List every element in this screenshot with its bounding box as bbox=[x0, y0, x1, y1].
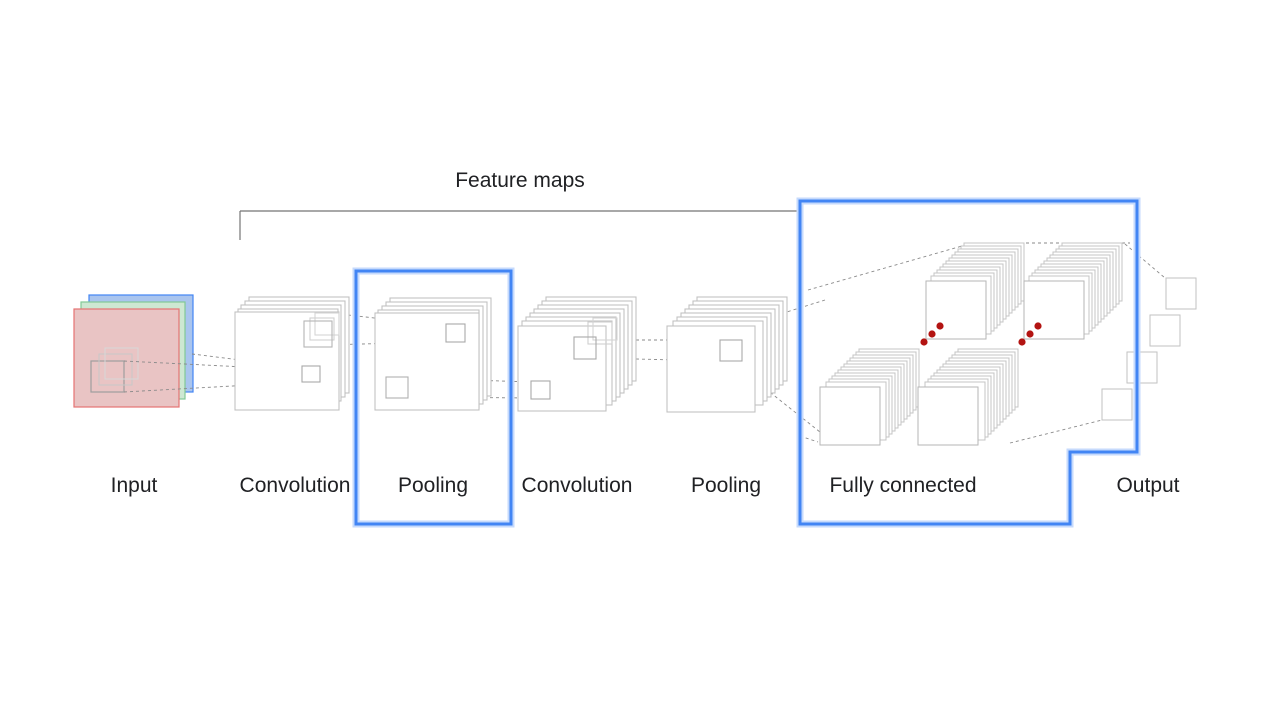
stage-label-pooling-2: Pooling bbox=[690, 474, 762, 497]
input-receptive-field bbox=[90, 360, 125, 393]
ellipsis-dot bbox=[928, 330, 936, 338]
feature-maps-bracket bbox=[239, 210, 800, 240]
fully-connected-highlight-box bbox=[796, 197, 1141, 528]
output-node bbox=[1101, 388, 1133, 421]
output-node bbox=[1126, 351, 1158, 384]
neuron-ellipsis-dots bbox=[920, 322, 1042, 346]
stage-label-input: Input bbox=[110, 474, 158, 497]
pooling-2-feature-maps bbox=[666, 296, 788, 413]
ellipsis-dot bbox=[1018, 338, 1026, 346]
output-nodes bbox=[1101, 277, 1197, 421]
output-node bbox=[1165, 277, 1197, 310]
stage-label-convolution-1: Convolution bbox=[239, 474, 351, 497]
stage-label-output: Output bbox=[1116, 474, 1180, 497]
pooling-1-feature-maps bbox=[374, 297, 492, 411]
pooling-highlight-box bbox=[352, 267, 515, 528]
fully-connected-neuron-stack-top-left bbox=[925, 242, 1025, 340]
stage-label-pooling-1: Pooling bbox=[397, 474, 469, 497]
convolution-2-feature-maps bbox=[517, 296, 637, 412]
input-image-stack bbox=[73, 294, 194, 408]
ellipsis-dot bbox=[1034, 322, 1042, 330]
ellipsis-dot bbox=[1026, 330, 1034, 338]
stage-label-fully-connected: Fully connected bbox=[829, 474, 977, 497]
stage-label-convolution-2: Convolution bbox=[521, 474, 633, 497]
ellipsis-dot bbox=[920, 338, 928, 346]
output-node bbox=[1149, 314, 1181, 347]
ellipsis-dot bbox=[936, 322, 944, 330]
fully-connected-neuron-stack-bottom-left bbox=[819, 348, 920, 446]
fully-connected-neuron-stack-bottom-right bbox=[917, 348, 1019, 446]
feature-maps-label: Feature maps bbox=[455, 169, 585, 192]
convolution-1-feature-maps bbox=[234, 296, 350, 411]
fully-connected-neuron-stack-top-right bbox=[1023, 242, 1123, 340]
